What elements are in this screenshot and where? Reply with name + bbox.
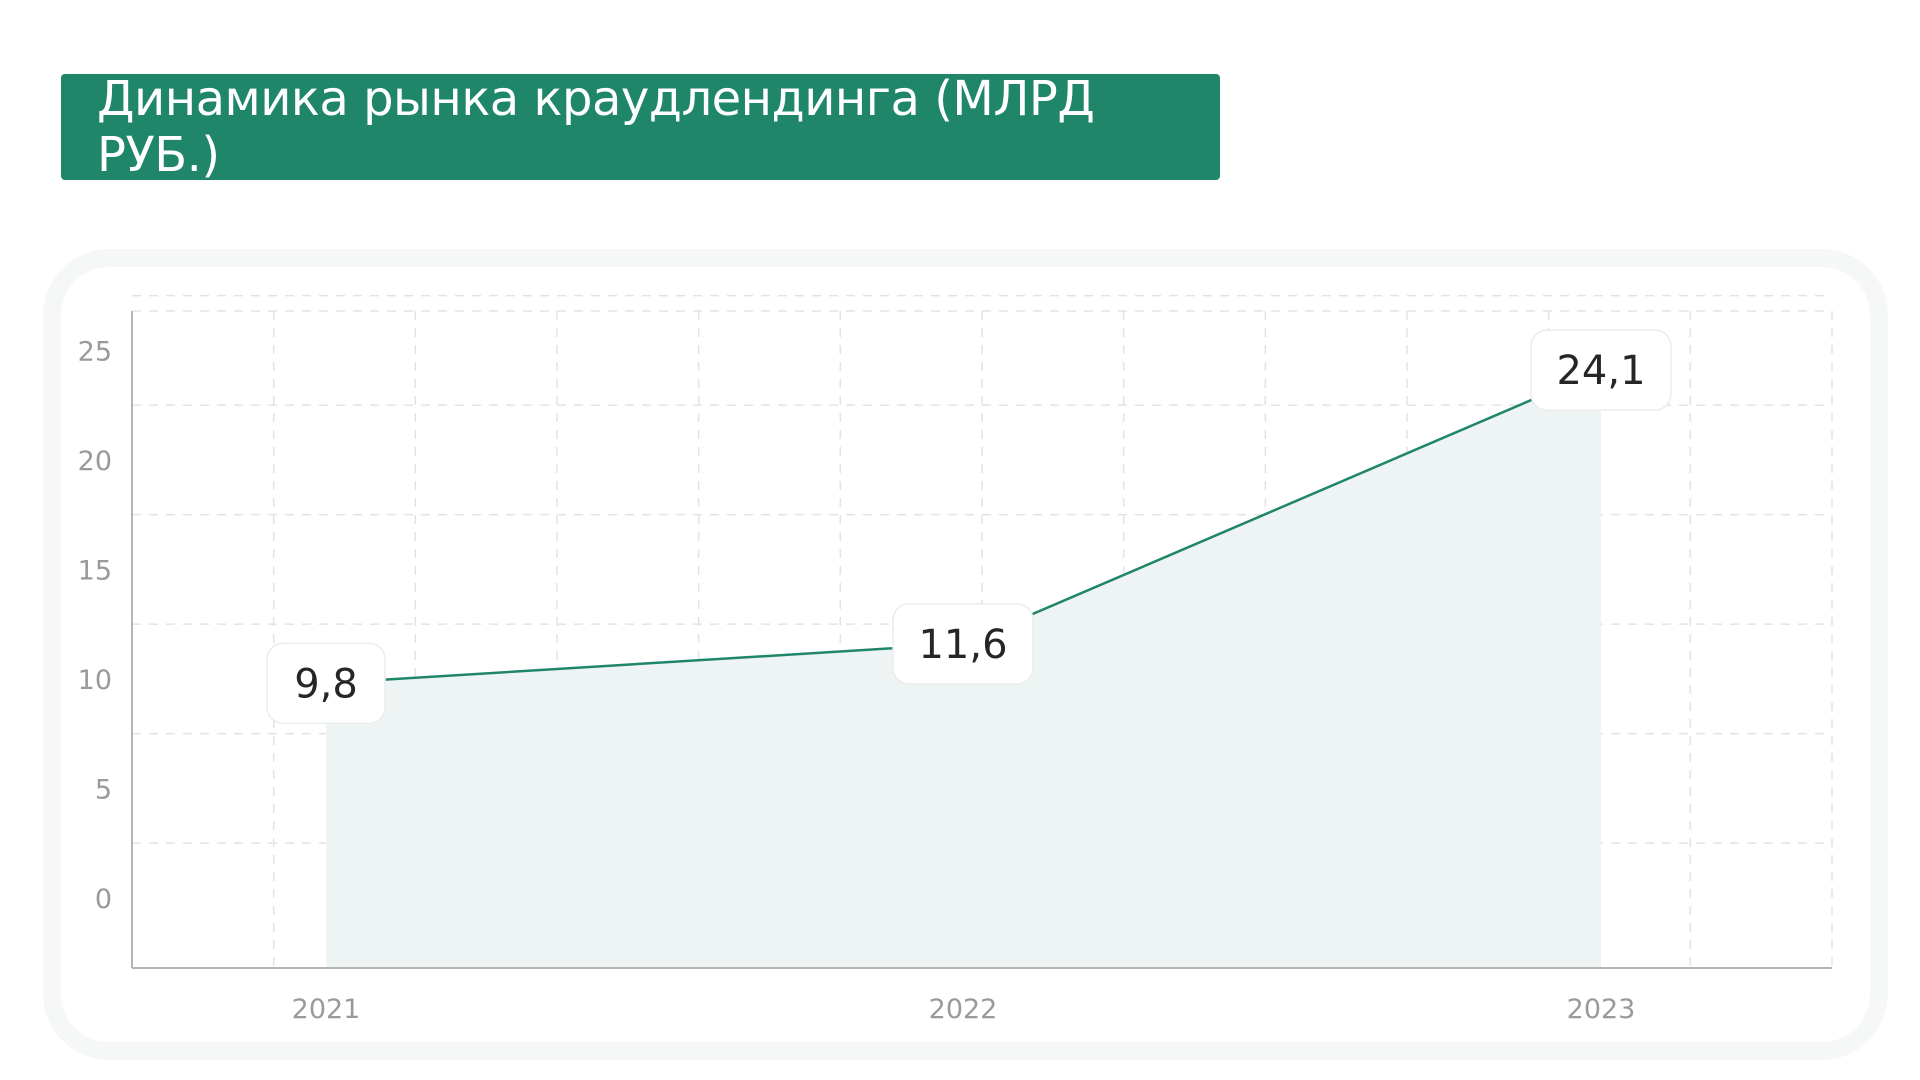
data-label-box [266, 642, 386, 725]
data-labels: 9,8 11,6 24,1 [266, 329, 1672, 725]
y-tick-label: 20 [78, 446, 112, 477]
data-label: 11,6 [892, 603, 1034, 685]
data-label-value: 11,6 [918, 622, 1007, 668]
x-tick-label: 2022 [929, 994, 998, 1025]
data-label: 24,1 [1530, 329, 1672, 411]
data-label-value: 9,8 [294, 661, 358, 707]
data-label-box [1530, 329, 1672, 411]
chart-title: Динамика рынка краудлендинга (МЛРД РУБ.) [97, 71, 1095, 183]
y-tick-label: 25 [78, 336, 112, 367]
data-label-box [892, 603, 1034, 685]
tick-labels: 0 5 10 15 20 25 2021 2022 2023 [78, 336, 1636, 1025]
y-tick-label: 15 [78, 555, 112, 586]
x-tick-label: 2023 [1567, 994, 1636, 1025]
data-label: 9,8 [266, 642, 386, 725]
axes [131, 311, 1832, 969]
data-label-value: 24,1 [1556, 348, 1645, 394]
x-tick-label: 2021 [292, 994, 361, 1025]
y-tick-label: 0 [95, 884, 112, 915]
y-tick-label: 10 [78, 665, 112, 696]
title-banner: Динамика рынка краудлендинга (МЛРД РУБ.) [61, 71, 1220, 183]
y-tick-label: 5 [95, 774, 112, 805]
